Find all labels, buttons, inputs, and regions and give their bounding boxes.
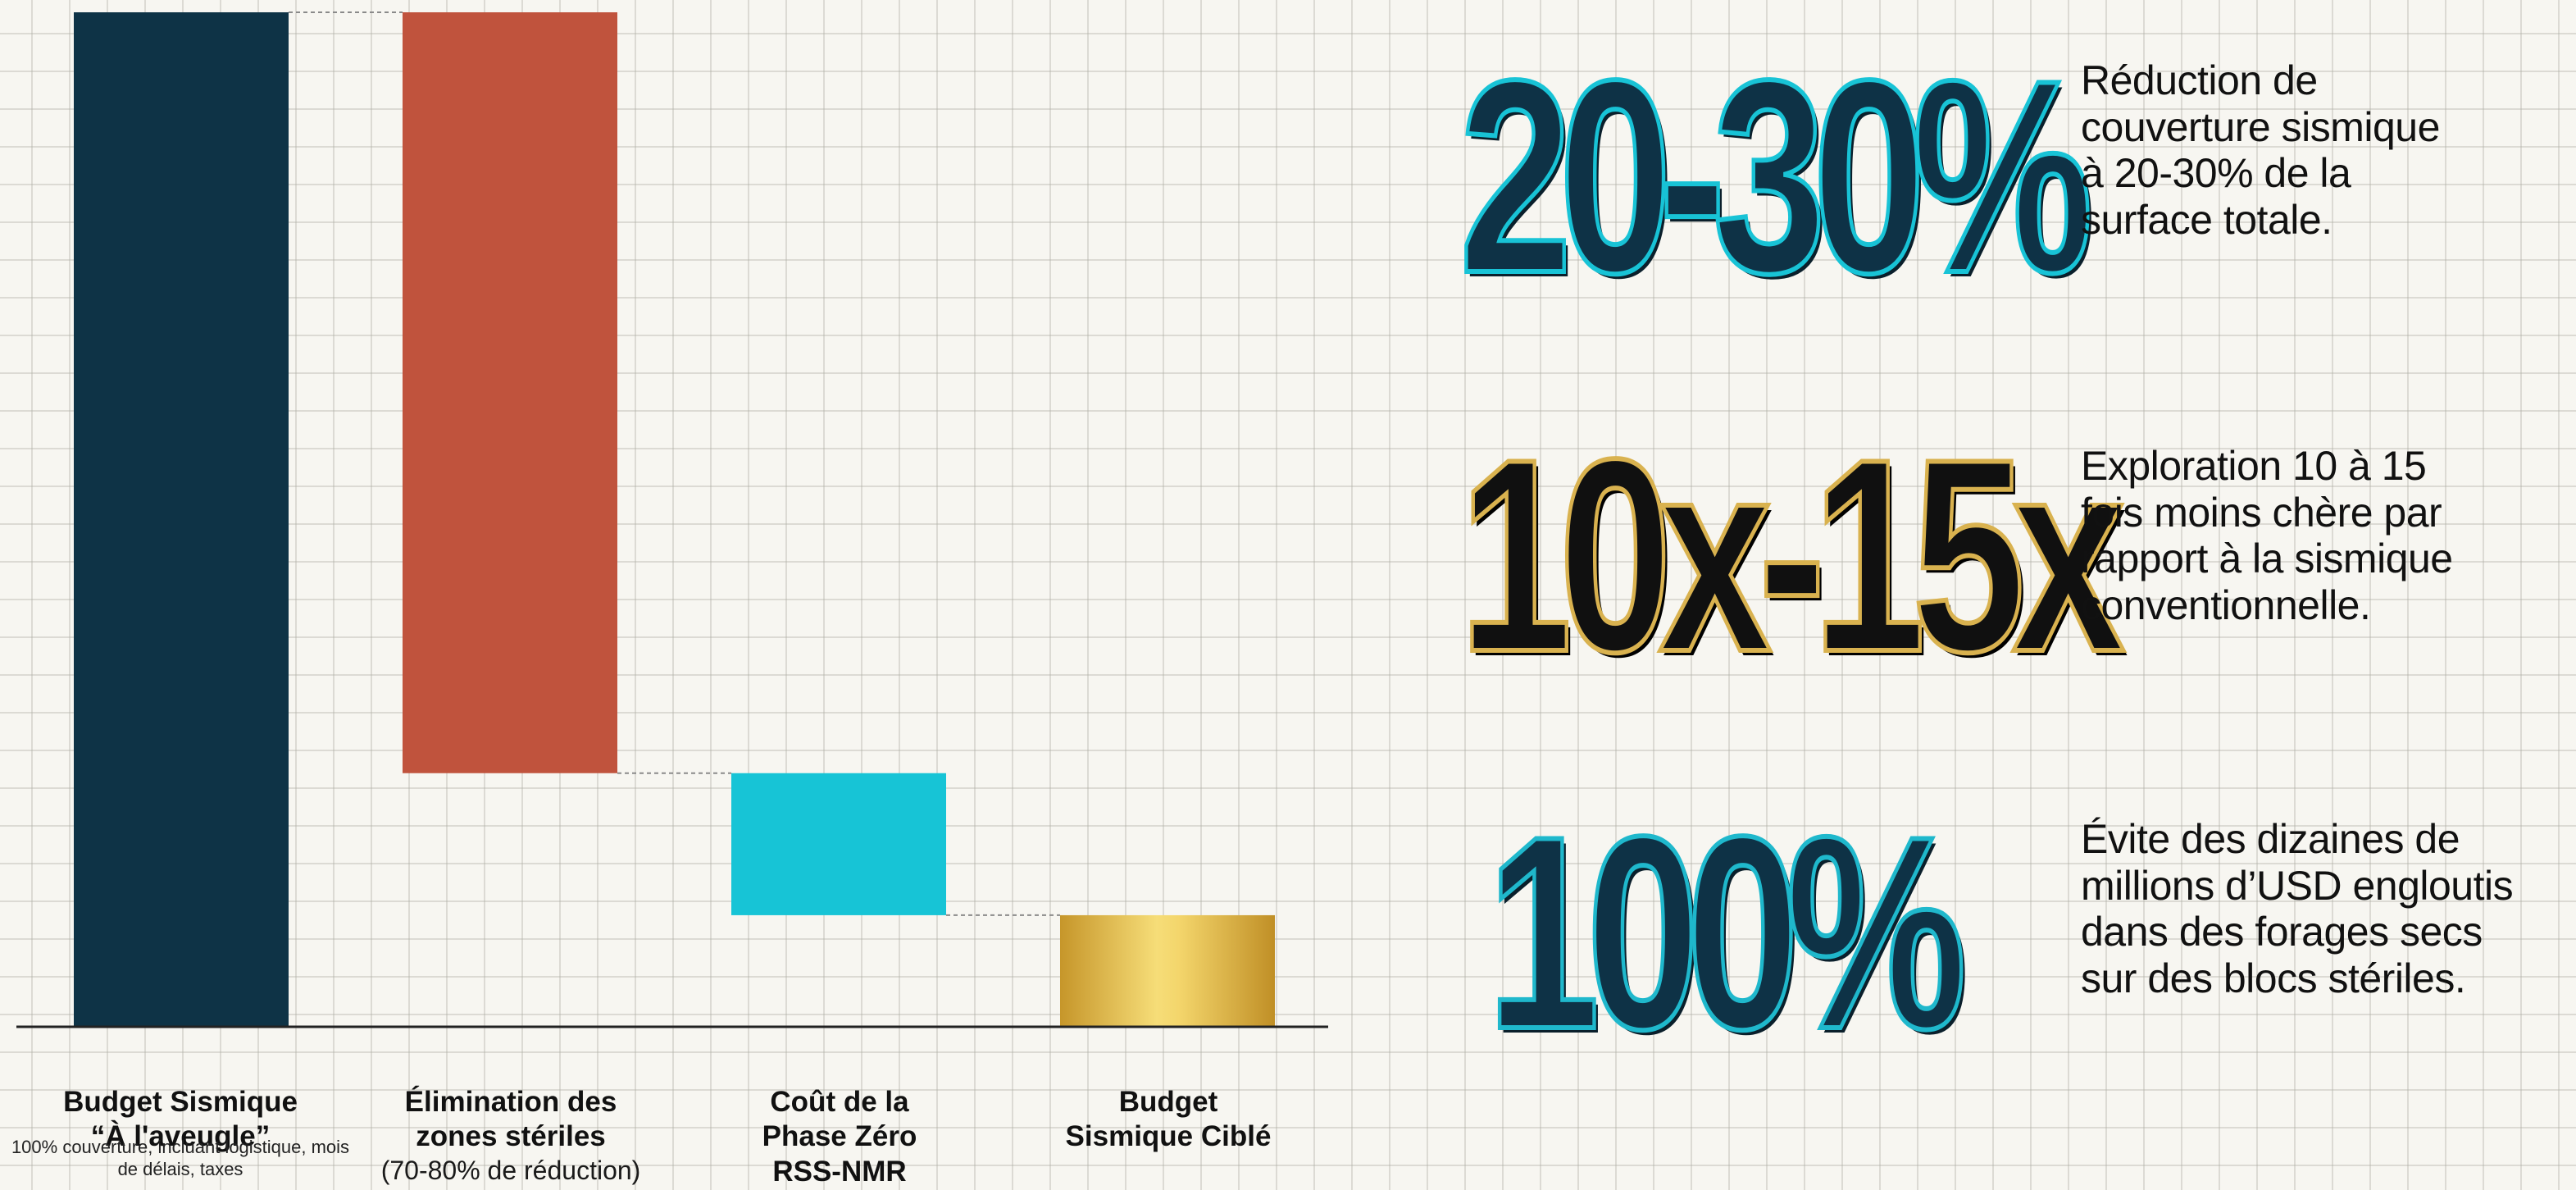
- category-title: Budget Sismique “À l'aveugle”: [63, 1085, 298, 1153]
- category-label-sterile-zones: Élimination des zones stériles (70-80% d…: [330, 1050, 691, 1190]
- stat-description-coverage: Réduction de couverture sismique à 20-30…: [2081, 57, 2440, 243]
- category-title: Élimination des zones stériles: [404, 1085, 617, 1153]
- category-label-phase-zero: Coût de la Phase Zéro RSS-NMR: [659, 1050, 1020, 1190]
- category-title: Budget Sismique Ciblé: [1065, 1085, 1272, 1153]
- category-note-blind-budget: 100% couverture, incluant logistique, mo…: [11, 1137, 350, 1179]
- stat-value-dry-wells: 100%: [1485, 779, 1968, 1086]
- stat-description-cost-ratio: Exploration 10 à 15 fois moins chère par…: [2081, 443, 2453, 628]
- stat-value-cost-ratio: 10x-15x: [1458, 402, 2128, 709]
- stat-description-dry-wells: Évite des dizaines de millions d’USD eng…: [2081, 816, 2514, 1001]
- bar-phase-zero: [731, 773, 946, 915]
- category-subtitle: (70-80% de réduction): [380, 1156, 641, 1186]
- category-title: Coût de la Phase Zéro RSS-NMR: [762, 1085, 917, 1188]
- category-label-blind-budget: Budget Sismique “À l'aveugle”: [0, 1050, 361, 1155]
- stat-value-coverage: 20-30%: [1458, 23, 2095, 330]
- bar-blind-budget: [74, 12, 289, 1027]
- bar-sterile-zones: [403, 12, 617, 773]
- bar-targeted-budget: [1060, 914, 1275, 1027]
- bars-layer: [74, 11, 1275, 1027]
- category-label-targeted-budget: Budget Sismique Ciblé: [988, 1050, 1349, 1155]
- waterfall-chart: [16, 11, 1328, 1028]
